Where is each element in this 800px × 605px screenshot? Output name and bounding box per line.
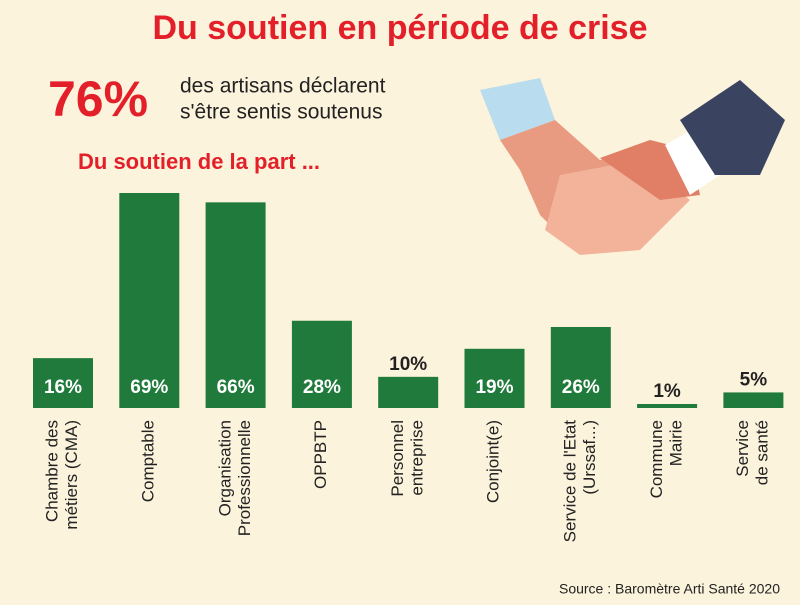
bar (637, 404, 698, 408)
x-tick-label: Conjoint(e) (484, 420, 503, 503)
headline-text: s'être sentis soutenus (180, 101, 382, 124)
value-label: 16% (44, 377, 82, 398)
x-tick-label: Personnelentreprise (388, 420, 427, 497)
x-tick-label: OPPBTP (311, 420, 330, 489)
bar (378, 376, 439, 408)
value-label: 10% (389, 354, 427, 375)
bar (291, 320, 352, 408)
value-label: 19% (475, 377, 513, 398)
x-tick-label: Chambre desmétiers (CMA) (43, 420, 82, 530)
bar (723, 392, 784, 408)
source: Source : Baromètre Arti Santé 2020 (559, 581, 780, 597)
value-label: 28% (303, 377, 341, 398)
x-tick-label: Comptable (139, 420, 158, 502)
x-tick-label: OrganisationProfessionnelle (216, 420, 255, 536)
bar (205, 202, 266, 408)
value-label: 69% (130, 377, 168, 398)
subtitle: Du soutien de la part ... (78, 149, 320, 174)
bar (550, 326, 611, 408)
value-label: 5% (740, 369, 768, 390)
handshake-illustration (480, 78, 785, 255)
x-tick-label: Servicede santé (734, 420, 773, 485)
bar (464, 348, 525, 408)
bar (33, 358, 93, 408)
headline-value: 76% (48, 71, 148, 127)
chart-title: Du soutien en période de crise (152, 9, 647, 47)
x-tick-label: CommuneMairie (647, 420, 686, 498)
headline-text: des artisans déclarent (180, 75, 386, 98)
x-tick-label: Service de l'Etat(Urssaf...) (561, 420, 600, 543)
bar (119, 193, 180, 408)
value-label: 26% (562, 377, 600, 398)
value-label: 1% (653, 381, 681, 402)
value-label: 66% (217, 377, 255, 398)
